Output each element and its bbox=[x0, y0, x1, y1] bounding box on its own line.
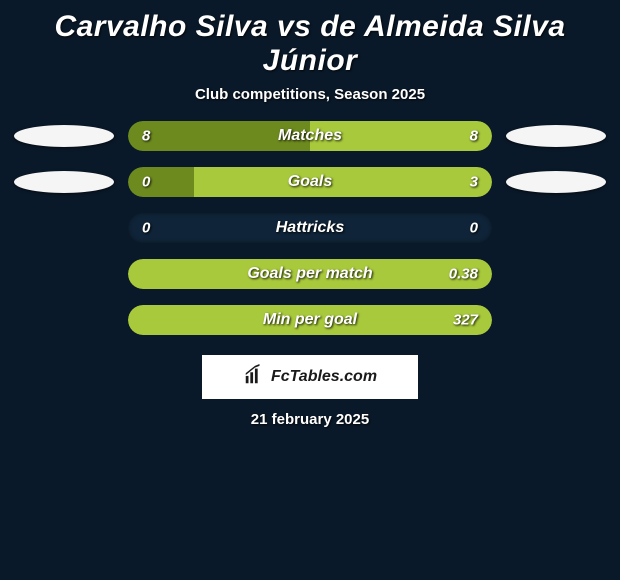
right-badge-slot bbox=[498, 215, 614, 241]
stat-value-left: 8 bbox=[142, 128, 150, 145]
bar-right-fill bbox=[310, 121, 492, 151]
left-badge-slot bbox=[6, 307, 122, 333]
bar-right-fill bbox=[194, 167, 492, 197]
watermark-text: FcTables.com bbox=[271, 368, 377, 386]
player-right-ellipse bbox=[506, 125, 606, 147]
bar-left-fill bbox=[128, 121, 310, 151]
stat-value-right: 3 bbox=[470, 174, 478, 191]
stat-bar: 327Min per goal bbox=[128, 305, 492, 335]
left-badge-slot bbox=[6, 123, 122, 149]
watermark-badge: FcTables.com bbox=[202, 355, 418, 399]
player-right-ellipse bbox=[506, 171, 606, 193]
stat-bar: 88Matches bbox=[128, 121, 492, 151]
chart-icon bbox=[243, 364, 265, 391]
stat-value-right: 0.38 bbox=[449, 266, 478, 283]
stat-value-right: 327 bbox=[453, 312, 478, 329]
bar-right-fill bbox=[128, 259, 492, 289]
stat-rows: 88Matches03Goals00Hattricks0.38Goals per… bbox=[0, 121, 620, 335]
stat-bar: 03Goals bbox=[128, 167, 492, 197]
stat-value-right: 0 bbox=[470, 220, 478, 237]
right-badge-slot bbox=[498, 123, 614, 149]
right-badge-slot bbox=[498, 261, 614, 287]
left-badge-slot bbox=[6, 169, 122, 195]
left-badge-slot bbox=[6, 261, 122, 287]
stat-bar: 0 0Hattricks bbox=[128, 213, 492, 243]
stat-bar: 0.38Goals per match bbox=[128, 259, 492, 289]
stat-label: Hattricks bbox=[128, 219, 492, 237]
stat-row: 0 0Hattricks bbox=[6, 213, 614, 243]
stat-row: 88Matches bbox=[6, 121, 614, 151]
stat-value-right: 8 bbox=[470, 128, 478, 145]
stat-value-left: 0 bbox=[142, 174, 150, 191]
left-badge-slot bbox=[6, 215, 122, 241]
player-left-ellipse bbox=[14, 171, 114, 193]
stat-row: 327Min per goal bbox=[6, 305, 614, 335]
stat-value-left: 0 bbox=[142, 220, 150, 237]
right-badge-slot bbox=[498, 307, 614, 333]
stat-row: 0.38Goals per match bbox=[6, 259, 614, 289]
date-text: 21 february 2025 bbox=[0, 411, 620, 428]
stat-row: 03Goals bbox=[6, 167, 614, 197]
right-badge-slot bbox=[498, 169, 614, 195]
bar-right-fill bbox=[128, 305, 492, 335]
subtitle: Club competitions, Season 2025 bbox=[0, 82, 620, 121]
bar-left-fill bbox=[128, 167, 194, 197]
player-left-ellipse bbox=[14, 125, 114, 147]
page-title: Carvalho Silva vs de Almeida Silva Júnio… bbox=[0, 0, 620, 82]
